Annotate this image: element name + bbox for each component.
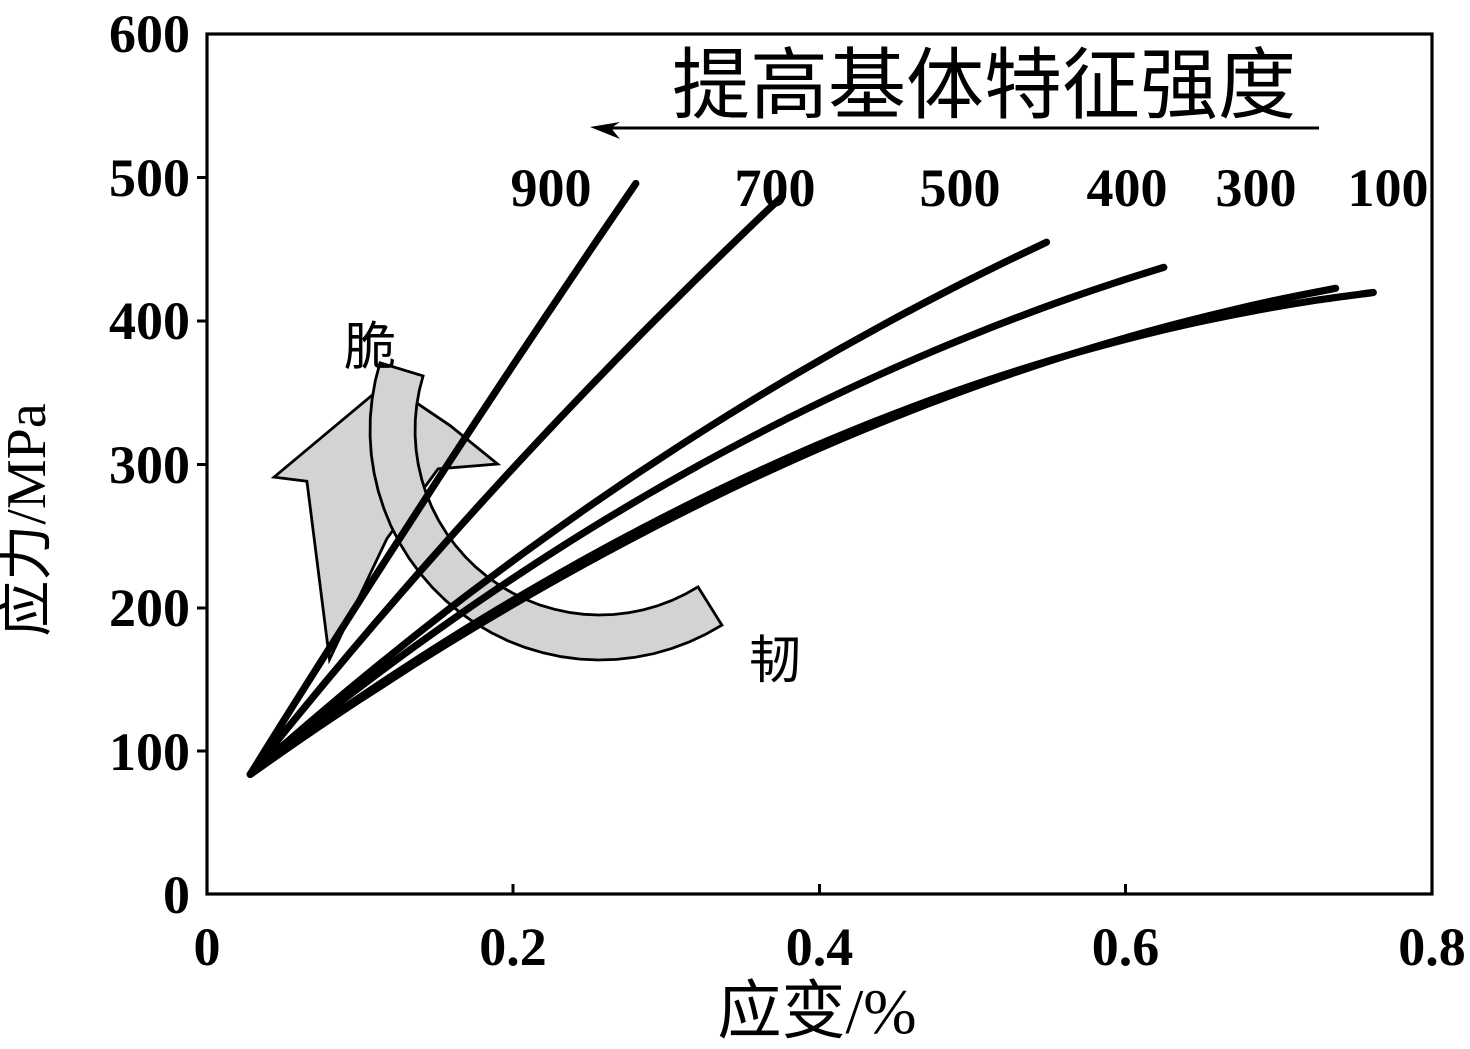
svg-text:提高基体特征强度: 提高基体特征强度	[672, 42, 1296, 129]
svg-text:0.2: 0.2	[479, 917, 547, 977]
svg-text:100: 100	[1348, 158, 1429, 218]
svg-text:400: 400	[109, 291, 190, 351]
svg-text:200: 200	[109, 578, 190, 638]
svg-text:应变/%: 应变/%	[717, 976, 916, 1047]
svg-text:500: 500	[109, 148, 190, 208]
svg-text:0: 0	[163, 865, 190, 925]
svg-text:400: 400	[1087, 158, 1168, 218]
svg-text:脆: 脆	[344, 320, 396, 377]
svg-text:900: 900	[511, 158, 592, 218]
svg-text:0.4: 0.4	[786, 917, 854, 977]
svg-text:应力/MPa: 应力/MPa	[0, 403, 58, 636]
svg-text:300: 300	[109, 435, 190, 495]
svg-text:500: 500	[920, 158, 1001, 218]
svg-text:100: 100	[109, 722, 190, 782]
svg-text:韧: 韧	[749, 633, 801, 690]
svg-text:0: 0	[194, 917, 221, 977]
svg-text:300: 300	[1216, 158, 1297, 218]
svg-text:700: 700	[735, 158, 816, 218]
svg-text:0.8: 0.8	[1398, 917, 1466, 977]
svg-text:0.6: 0.6	[1092, 917, 1160, 977]
svg-text:600: 600	[109, 4, 190, 64]
